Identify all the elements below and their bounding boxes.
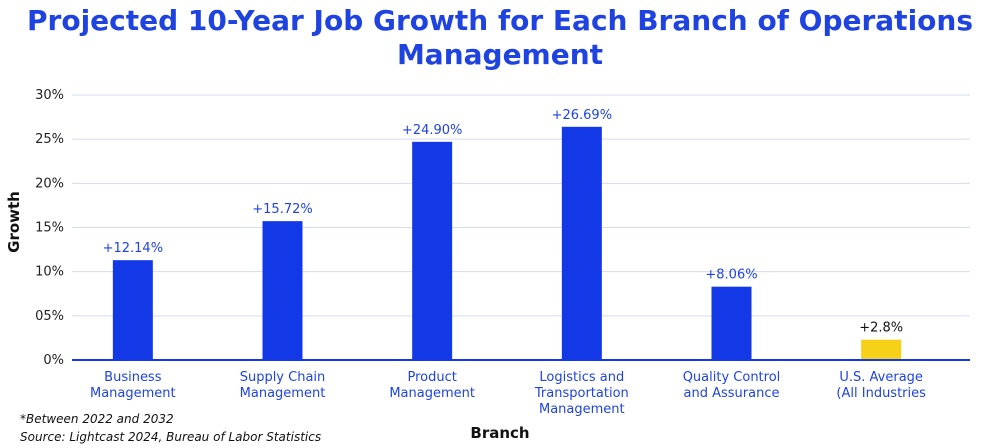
bar xyxy=(412,141,453,360)
bar xyxy=(861,339,902,360)
y-tick-label: 0% xyxy=(43,353,64,368)
x-tick-label: U.S. Average (All Industries xyxy=(836,370,926,401)
data-label: +15.72% xyxy=(252,202,312,217)
y-tick-label: 20% xyxy=(35,176,64,191)
x-tick-label: Logistics and Transportation Management xyxy=(534,370,629,417)
data-label: +12.14% xyxy=(103,241,163,256)
data-label: +24.90% xyxy=(402,123,462,138)
y-tick-label: 10% xyxy=(35,265,64,280)
bar xyxy=(711,286,752,360)
x-tick-label: Supply Chain Management xyxy=(240,370,326,401)
data-label: +26.69% xyxy=(552,108,612,123)
x-tick-label: Quality Control and Assurance xyxy=(683,370,781,401)
data-label: +8.06% xyxy=(705,268,757,283)
y-tick-label: 05% xyxy=(35,309,64,324)
data-label: +2.8% xyxy=(859,321,903,336)
y-tick-label: 25% xyxy=(35,132,64,147)
footnote-period: *Between 2022 and 2032 xyxy=(20,412,174,426)
bar xyxy=(112,260,153,360)
chart-title: Projected 10-Year Job Growth for Each Br… xyxy=(27,4,973,71)
footnote-source: Source: Lightcast 2024, Bureau of Labor … xyxy=(20,430,322,444)
y-tick-label: 30% xyxy=(35,88,64,103)
bar xyxy=(262,221,303,360)
y-axis-title: Growth xyxy=(5,191,23,253)
x-tick-label: Business Management xyxy=(90,370,176,401)
x-tick-label: Product Management xyxy=(389,370,475,401)
x-axis-title: Branch xyxy=(470,424,529,442)
y-tick-label: 15% xyxy=(35,221,64,236)
bar xyxy=(561,126,602,360)
